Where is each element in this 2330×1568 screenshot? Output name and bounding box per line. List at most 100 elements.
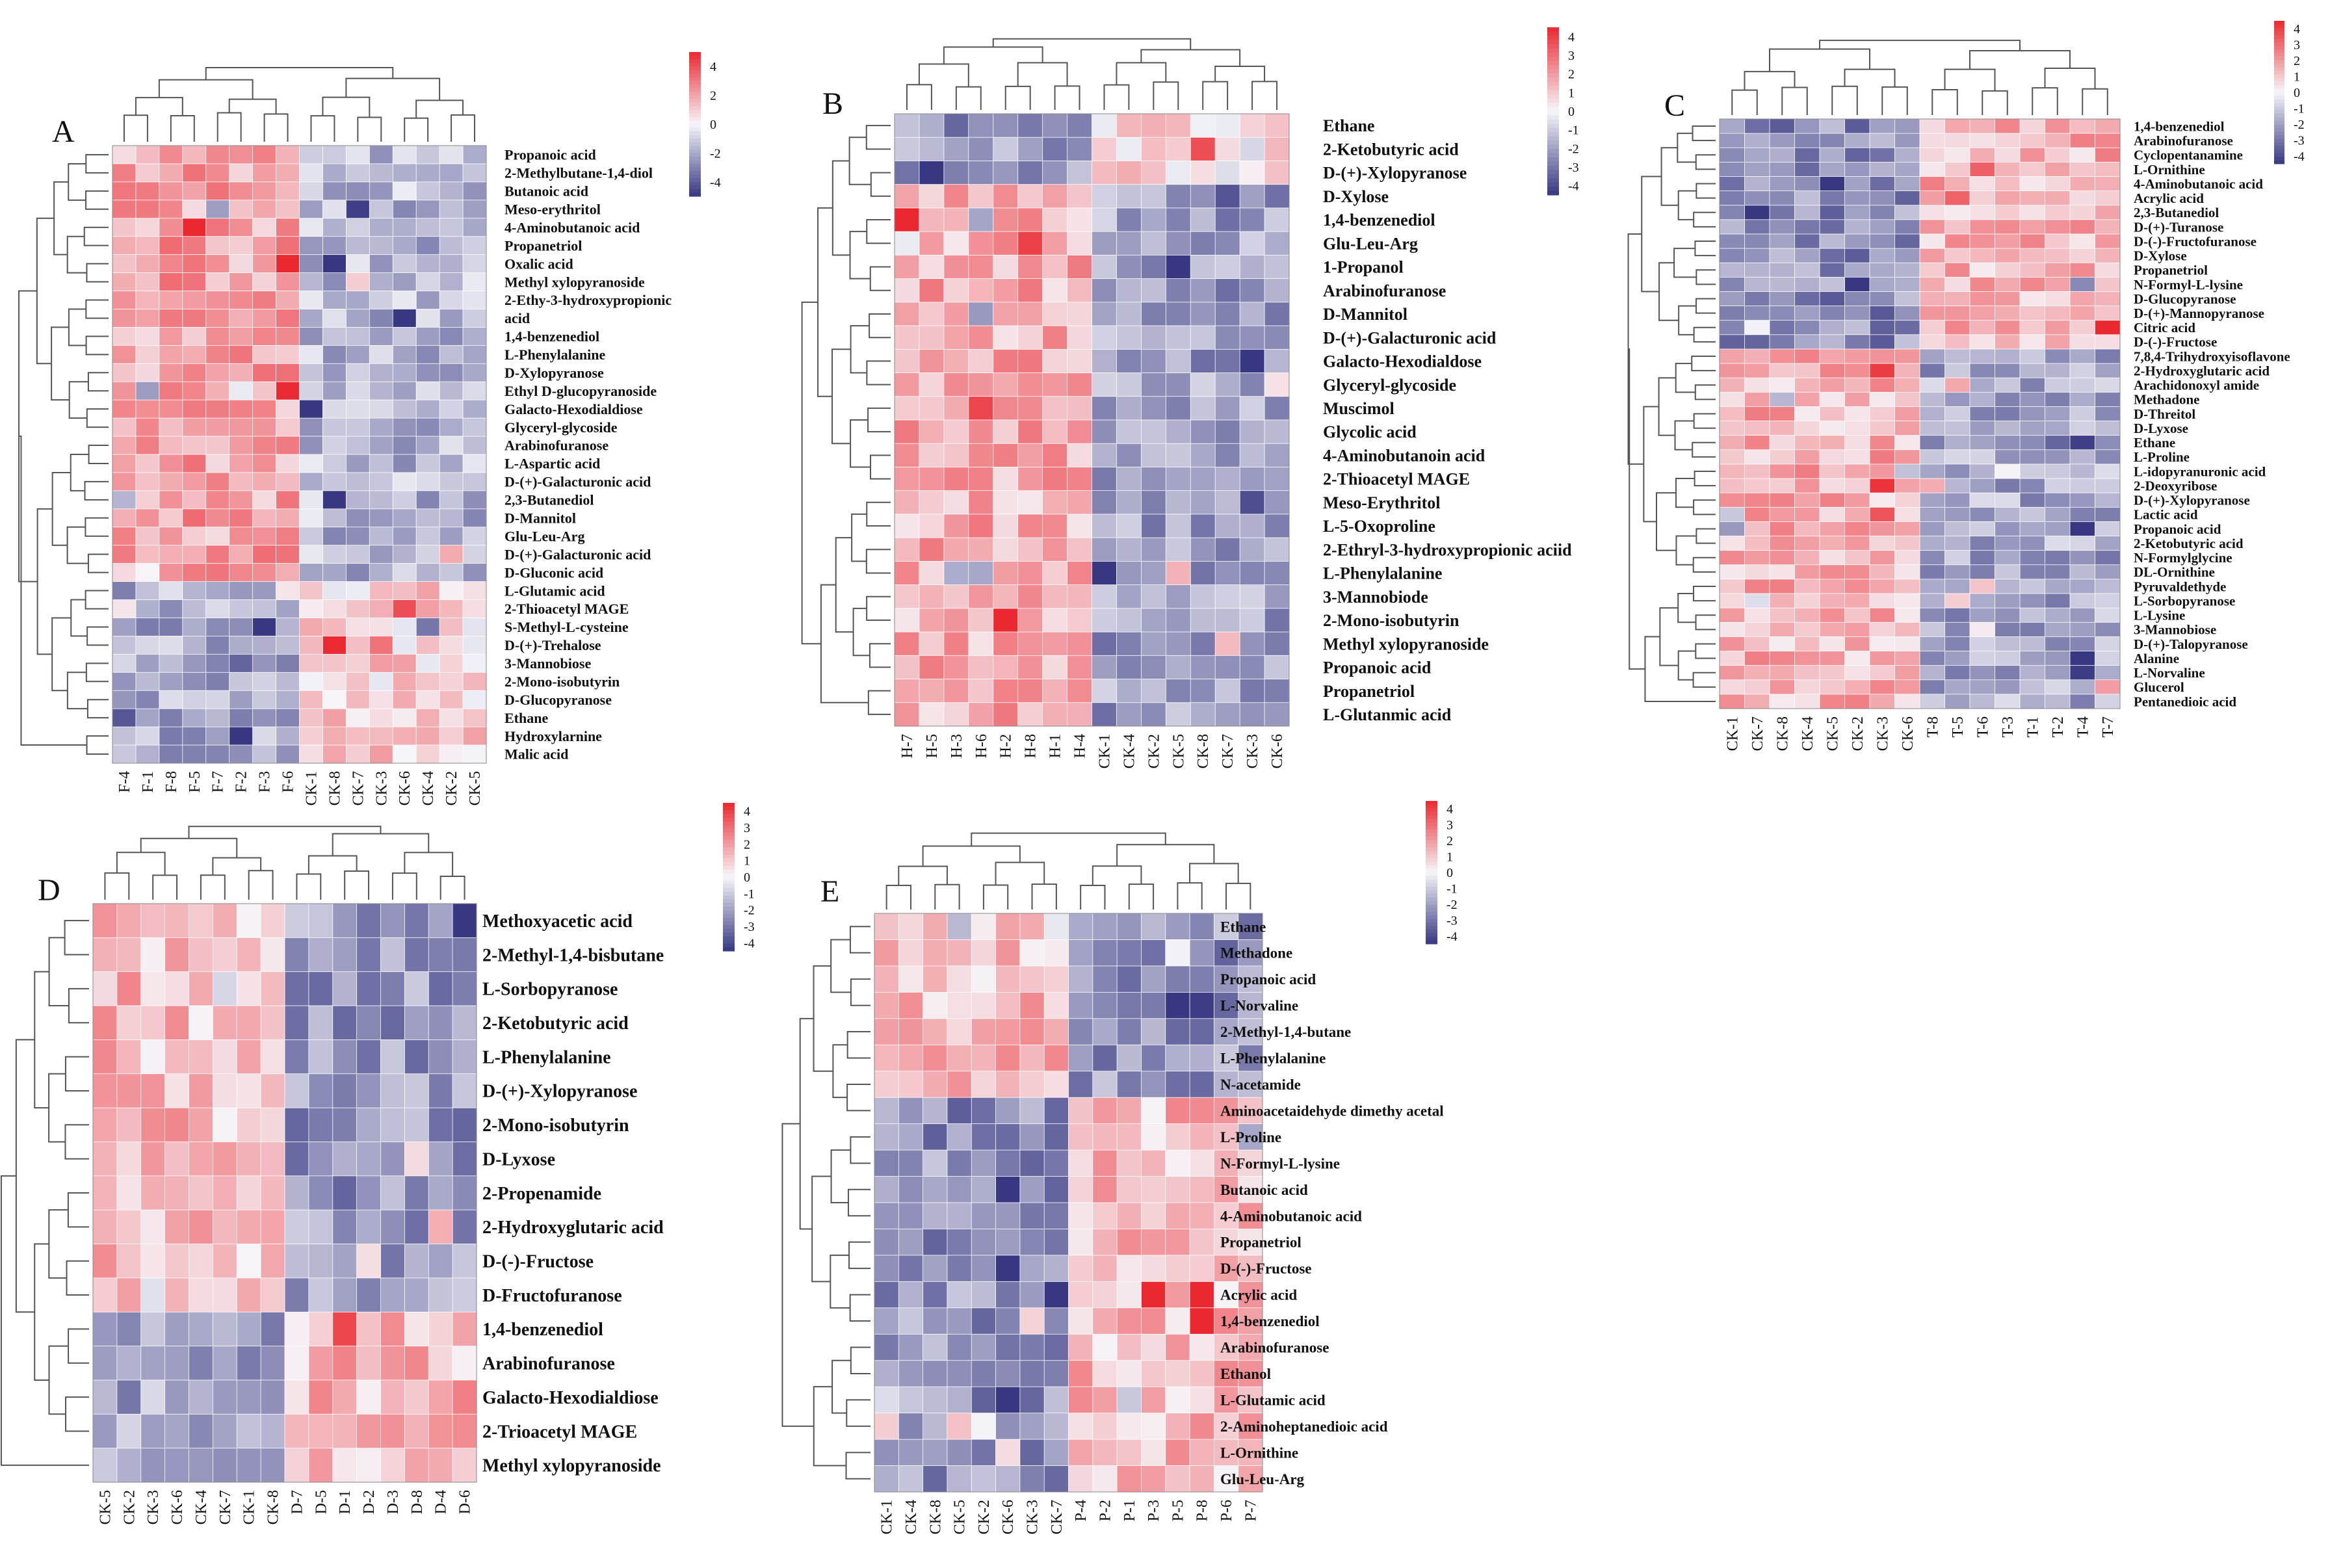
heatmap-cell bbox=[392, 363, 417, 382]
heatmap-cell bbox=[345, 563, 371, 582]
heatmap-cell bbox=[439, 690, 464, 709]
heatmap-cell bbox=[1264, 113, 1290, 138]
heatmap-cell bbox=[1141, 1333, 1166, 1361]
heatmap-cell bbox=[1894, 176, 1920, 192]
column-label: D-6 bbox=[457, 1490, 474, 1514]
heatmap-cell bbox=[1189, 1439, 1215, 1467]
heatmap-cell bbox=[2095, 334, 2121, 350]
heatmap-cell bbox=[1264, 302, 1290, 326]
heatmap-cell bbox=[260, 1448, 285, 1483]
heatmap-cell bbox=[1719, 550, 1746, 566]
heatmap-panel-c: C1,4-benzenediolArabinofuranoseCyclopent… bbox=[1627, 21, 2305, 751]
heatmap-cell bbox=[1969, 536, 1996, 551]
colorbar-tick-label: -3 bbox=[2294, 133, 2305, 148]
heatmap-cell bbox=[1969, 233, 1996, 249]
colorbar-tick-label: -1 bbox=[744, 887, 755, 901]
heatmap-cell bbox=[1744, 564, 1770, 580]
heatmap-cell bbox=[894, 467, 920, 491]
heatmap-cell bbox=[164, 1448, 190, 1483]
heatmap-cell bbox=[1140, 419, 1167, 444]
heatmap-cell bbox=[1165, 1202, 1190, 1230]
heatmap-cell bbox=[1116, 939, 1142, 967]
heatmap-cell bbox=[1819, 492, 1846, 508]
heatmap-cell bbox=[919, 207, 945, 232]
heatmap-cell bbox=[1944, 133, 1970, 148]
heatmap-cell bbox=[1116, 608, 1142, 633]
heatmap-cell bbox=[112, 436, 137, 455]
heatmap-cell bbox=[439, 363, 464, 382]
heatmap-cell bbox=[392, 399, 417, 419]
heatmap-cell bbox=[92, 1277, 118, 1313]
dendrogram-branch bbox=[1931, 89, 1958, 115]
heatmap-cell bbox=[356, 1005, 382, 1041]
heatmap-cell bbox=[415, 363, 440, 382]
heatmap-cell bbox=[112, 545, 137, 564]
heatmap-cell bbox=[1894, 435, 1920, 451]
heatmap-cell bbox=[1719, 694, 1746, 709]
heatmap-cell bbox=[898, 1123, 924, 1151]
heatmap-cell bbox=[2069, 205, 2096, 220]
heatmap-cell bbox=[1019, 913, 1045, 941]
heatmap-cell bbox=[1116, 514, 1142, 538]
heatmap-cell bbox=[135, 527, 160, 546]
heatmap-cell bbox=[2019, 147, 2046, 163]
heatmap-cell bbox=[260, 1209, 285, 1245]
heatmap-cell bbox=[1894, 291, 1920, 307]
heatmap-cell bbox=[112, 508, 137, 528]
colorbar-tick-label: 4 bbox=[710, 60, 716, 74]
heatmap-cell bbox=[1116, 1044, 1142, 1072]
heatmap-cell bbox=[322, 545, 347, 564]
heatmap-cell bbox=[1019, 1176, 1045, 1203]
heatmap-cell bbox=[1769, 449, 1796, 465]
dendrogram-branch bbox=[322, 96, 371, 118]
heatmap-cell bbox=[1068, 1149, 1093, 1177]
colorbar-segment bbox=[1426, 883, 1437, 887]
heatmap-cell bbox=[968, 254, 994, 280]
heatmap-cell bbox=[971, 1281, 997, 1309]
heatmap-cell bbox=[345, 381, 371, 400]
heatmap-cell bbox=[1092, 1439, 1118, 1467]
heatmap-cell bbox=[1213, 1149, 1239, 1177]
heatmap-cell bbox=[182, 163, 207, 183]
heatmap-cell bbox=[2019, 550, 2046, 566]
heatmap-cell bbox=[182, 272, 207, 292]
heatmap-cell bbox=[1165, 608, 1191, 633]
heatmap-cell bbox=[1239, 231, 1265, 256]
heatmap-cell bbox=[260, 971, 285, 1006]
column-label: F-8 bbox=[163, 771, 180, 792]
heatmap-cell bbox=[1092, 655, 1118, 680]
heatmap-cell bbox=[452, 1209, 477, 1245]
dendrogram-branch bbox=[867, 407, 891, 433]
heatmap-cell bbox=[116, 903, 142, 939]
heatmap-cell bbox=[2045, 492, 2071, 508]
heatmap-cell bbox=[1794, 248, 1820, 263]
heatmap-cell bbox=[1238, 1360, 1263, 1387]
heatmap-cell bbox=[182, 708, 207, 727]
heatmap-cell bbox=[1017, 560, 1043, 586]
heatmap-cell bbox=[968, 419, 994, 444]
heatmap-cell bbox=[1213, 1097, 1239, 1125]
heatmap-cell bbox=[182, 200, 207, 219]
heatmap-cell bbox=[1092, 1386, 1118, 1414]
heatmap-cell bbox=[2069, 636, 2096, 652]
heatmap-cell bbox=[1819, 391, 1846, 408]
column-label: CK-5 bbox=[1170, 734, 1187, 768]
heatmap-cell bbox=[1165, 231, 1191, 256]
heatmap-cell bbox=[345, 744, 371, 764]
colorbar-segment bbox=[689, 70, 701, 74]
heatmap-cell bbox=[2045, 406, 2071, 422]
heatmap-cell bbox=[1719, 276, 1746, 293]
heatmap-cell bbox=[1092, 1255, 1118, 1283]
colorbar-segment bbox=[723, 943, 735, 948]
heatmap-cell bbox=[182, 744, 207, 764]
heatmap-cell bbox=[112, 163, 137, 183]
colorbar-segment bbox=[1426, 830, 1437, 833]
heatmap-cell bbox=[299, 327, 324, 346]
heatmap-cell bbox=[135, 309, 160, 328]
heatmap-cell bbox=[1769, 665, 1796, 681]
heatmap-cell bbox=[1214, 679, 1240, 703]
heatmap-cell bbox=[1239, 325, 1265, 350]
colorbar-segment bbox=[1547, 35, 1559, 40]
heatmap-cell bbox=[1165, 537, 1191, 562]
heatmap-cell bbox=[1969, 521, 1996, 537]
